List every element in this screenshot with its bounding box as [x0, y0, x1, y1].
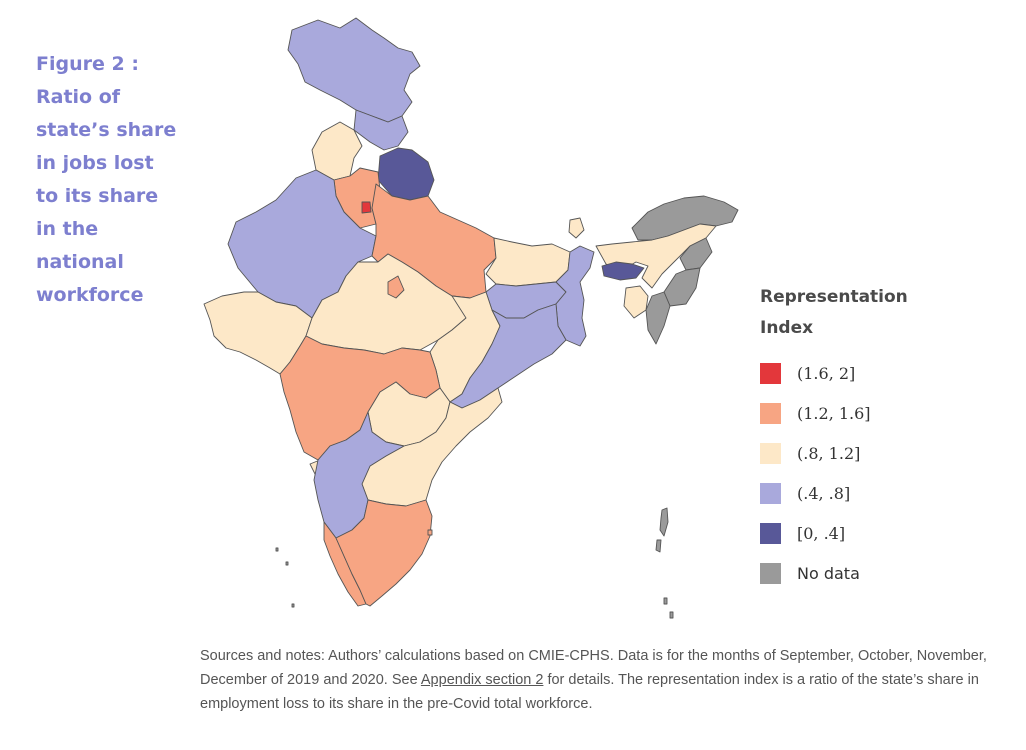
lakshadweep-islands — [291, 603, 295, 608]
state-puducherry — [427, 529, 433, 536]
state-mizoram — [645, 291, 671, 345]
figure-title-line: workforce — [36, 284, 144, 306]
legend-item: (1.6, 2] — [760, 360, 908, 386]
legend-label: (1.2, 1.6] — [797, 403, 871, 423]
state-odisha — [449, 303, 567, 409]
figure-title-line: state’s share — [36, 119, 177, 141]
state-meghalaya — [601, 261, 645, 281]
legend-swatch — [760, 442, 781, 464]
figure-title-line: Figure 2 : — [36, 53, 139, 75]
legend-swatch — [760, 522, 781, 544]
state-delhi — [361, 201, 372, 214]
legend-item: (1.2, 1.6] — [760, 400, 908, 426]
lakshadweep-islands — [285, 561, 289, 566]
andaman-islands — [655, 539, 662, 553]
legend-swatch — [760, 482, 781, 504]
state-jammu-kashmir-ladakh — [287, 17, 421, 123]
legend-swatch — [760, 402, 781, 424]
state-uttarakhand — [377, 147, 435, 201]
state-punjab — [311, 121, 363, 181]
legend-swatch — [760, 362, 781, 384]
notes-text: for details. The representation index is… — [200, 672, 979, 712]
legend: Representation Index (1.6, 2] (1.2, 1.6]… — [760, 282, 908, 600]
state-tripura — [623, 285, 649, 319]
state-up-bundelkhand-patch — [387, 275, 405, 299]
legend-title: Representation Index — [760, 282, 908, 344]
state-manipur — [663, 267, 701, 307]
legend-label: (.4, .8] — [797, 483, 851, 503]
legend-item: (.8, 1.2] — [760, 440, 908, 466]
state-bihar — [485, 237, 571, 287]
figure-title-line: Ratio of — [36, 86, 121, 108]
figure-title-line: national — [36, 251, 124, 273]
legend-label: (.8, 1.2] — [797, 443, 861, 463]
legend-label: (1.6, 2] — [797, 363, 856, 383]
legend-label: No data — [797, 563, 860, 583]
andaman-islands — [659, 507, 669, 537]
state-sikkim — [568, 217, 585, 239]
india-map — [203, 17, 739, 619]
state-tamil-nadu — [335, 499, 433, 607]
legend-swatch — [760, 562, 781, 584]
legend-title-line: Representation — [760, 287, 908, 307]
figure-title-line: in jobs lost — [36, 152, 154, 174]
legend-title-line: Index — [760, 318, 814, 338]
legend-item: (.4, .8] — [760, 480, 908, 506]
appendix-link[interactable]: Appendix section 2 — [420, 672, 544, 688]
notes-text: Sources and notes: Authors’ calculations… — [200, 648, 987, 688]
legend-label: [0, .4] — [797, 523, 846, 543]
legend-item: [0, .4] — [760, 520, 908, 546]
figure-title-line: in the — [36, 218, 99, 240]
figure-title: Figure 2 : Ratio of state’s share in job… — [36, 48, 176, 312]
nicobar-islands — [669, 611, 674, 619]
state-himachal-pradesh — [353, 109, 409, 151]
source-notes: Sources and notes: Authors’ calculations… — [200, 644, 990, 716]
lakshadweep-islands — [275, 547, 279, 552]
nicobar-islands — [663, 597, 668, 605]
legend-item: No data — [760, 560, 908, 586]
figure-title-line: to its share — [36, 185, 159, 207]
